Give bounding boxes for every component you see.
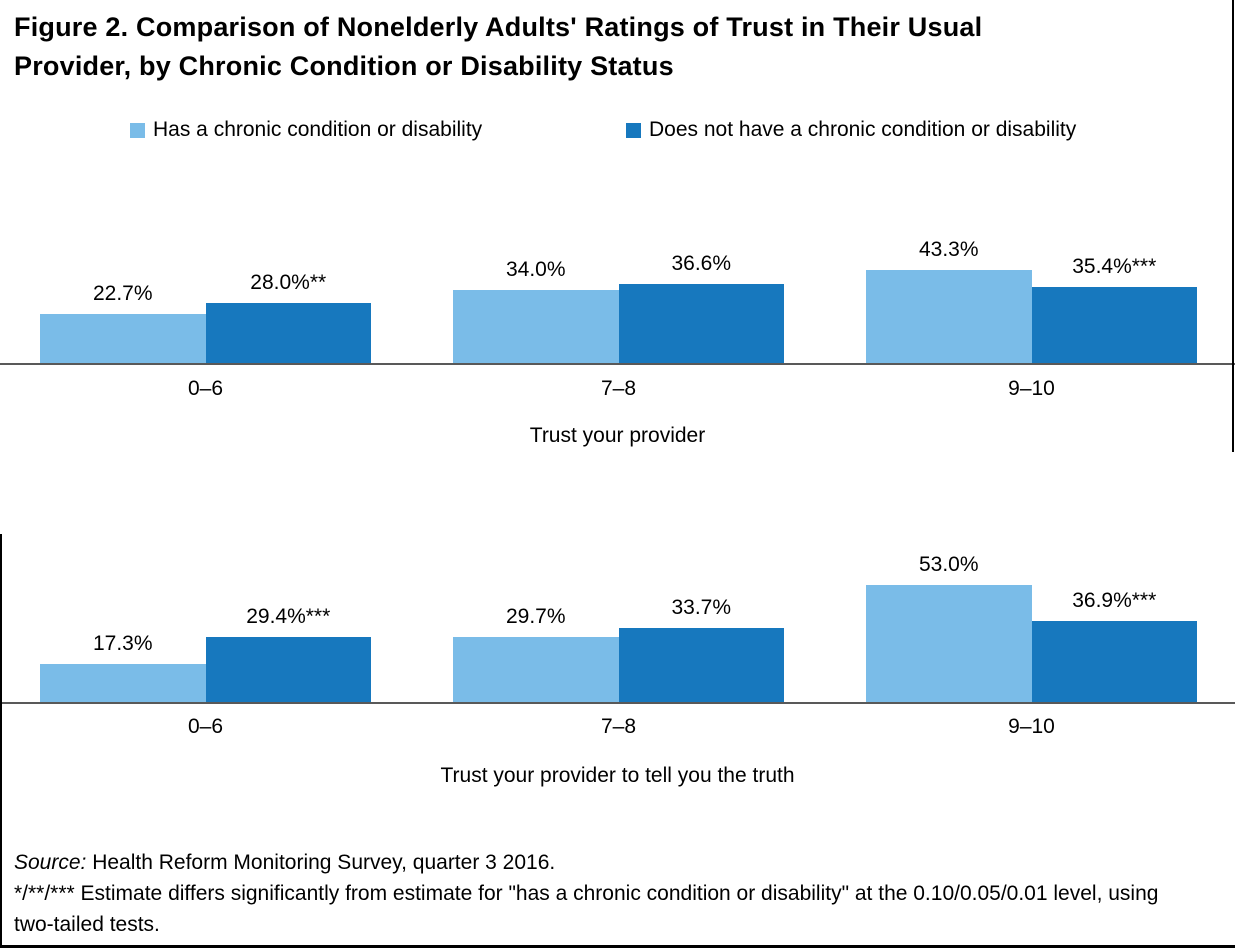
figure-title-line1: Figure 2. Comparison of Nonelderly Adult… (14, 12, 983, 42)
x-tick-label-9–10: 9–10 (1008, 377, 1055, 400)
x-tick-label-0–6: 0–6 (187, 715, 224, 738)
x-tick-label-0–6: 0–6 (187, 377, 224, 400)
data-label-no-chronic-7–8: 36.6% (671, 252, 732, 275)
bar-has-chronic-9–10 (866, 270, 1032, 363)
plot-area-trust-provider: 22.7% 28.0%** 34.0% 36.6% 43.3% 35.4%*** (0, 198, 1235, 365)
data-label-has-chronic-7–8: 29.7% (505, 605, 566, 628)
legend-label: Has a chronic condition or disability (153, 118, 483, 141)
figure-border-bottom (0, 945, 1235, 948)
bar-group-9–10: 43.3% 35.4%*** (866, 238, 1197, 363)
data-label-has-chronic-0–6: 22.7% (92, 282, 153, 305)
legend-item-no-chronic: Does not have a chronic condition or dis… (626, 118, 1076, 142)
plot-area-trust-truth: 17.3% 29.4%*** 29.7% 33.7% 53.0% 36.9%*** (0, 527, 1235, 704)
data-label-no-chronic-0–6: 29.4%*** (246, 605, 331, 628)
data-label-no-chronic-7–8: 33.7% (671, 596, 732, 619)
bar-group-9–10: 53.0% 36.9%*** (866, 553, 1197, 702)
data-label-has-chronic-9–10: 53.0% (918, 553, 979, 576)
figure-border-right (1232, 0, 1234, 452)
data-label-no-chronic-0–6: 28.0%** (250, 271, 327, 294)
bar-wrap: 34.0% (453, 258, 619, 363)
bar-wrap: 29.4%*** (205, 605, 371, 702)
figure-border-left (0, 534, 2, 948)
bar-wrap: 33.7% (618, 596, 784, 702)
bar-no-chronic-0–6 (205, 637, 371, 702)
legend-swatch-dark-blue-icon (626, 122, 641, 138)
bar-wrap: 36.6% (618, 252, 784, 363)
bar-has-chronic-9–10 (866, 585, 1032, 702)
bar-group-0–6: 22.7% 28.0%** (40, 271, 371, 363)
bar-has-chronic-0–6 (40, 314, 206, 363)
legend: Has a chronic condition or disability Do… (0, 118, 1235, 146)
x-axis-title-trust-provider: Trust your provider (529, 424, 706, 447)
bar-has-chronic-7–8 (453, 637, 619, 702)
data-label-no-chronic-9–10: 35.4%*** (1072, 255, 1157, 278)
data-label-has-chronic-0–6: 17.3% (92, 632, 153, 655)
bar-wrap: 36.9%*** (1031, 589, 1197, 702)
legend-label: Does not have a chronic condition or dis… (649, 118, 1077, 141)
bar-no-chronic-9–10 (1031, 621, 1197, 702)
legend-swatch-light-blue-icon (130, 122, 145, 138)
legend-item-has-chronic: Has a chronic condition or disability (130, 118, 482, 142)
x-tick-label-7–8: 7–8 (600, 377, 637, 400)
bar-no-chronic-7–8 (618, 284, 784, 363)
bar-group-0–6: 17.3% 29.4%*** (40, 605, 371, 702)
x-axis-title-trust-truth: Trust your provider to tell you the trut… (440, 764, 795, 787)
x-axis-ticks-trust-provider: 0–6 7–8 9–10 (0, 377, 1235, 405)
bar-no-chronic-7–8 (618, 628, 784, 702)
x-axis-ticks-trust-truth: 0–6 7–8 9–10 (0, 715, 1235, 743)
bar-group-7–8: 34.0% 36.6% (453, 252, 784, 363)
figure-title-line2: Provider, by Chronic Condition or Disabi… (14, 51, 674, 81)
x-tick-label-9–10: 9–10 (1008, 715, 1055, 738)
bar-group-7–8: 29.7% 33.7% (453, 596, 784, 702)
x-tick-label-7–8: 7–8 (600, 715, 637, 738)
bar-has-chronic-0–6 (40, 664, 206, 702)
bar-wrap: 53.0% (866, 553, 1032, 702)
significance-note: */**/*** Estimate differs significantly … (14, 882, 1159, 936)
data-label-no-chronic-9–10: 36.9%*** (1072, 589, 1157, 612)
bar-wrap: 28.0%** (205, 271, 371, 363)
source-label: Source: (14, 851, 87, 874)
data-label-has-chronic-9–10: 43.3% (918, 238, 979, 261)
bar-wrap: 29.7% (453, 605, 619, 702)
bar-wrap: 43.3% (866, 238, 1032, 363)
source-line: Source: Health Reform Monitoring Survey,… (14, 847, 1179, 878)
bar-has-chronic-7–8 (453, 290, 619, 363)
bar-wrap: 35.4%*** (1031, 255, 1197, 363)
bar-no-chronic-0–6 (205, 303, 371, 363)
data-label-has-chronic-7–8: 34.0% (505, 258, 566, 281)
figure-title: Figure 2. Comparison of Nonelderly Adult… (14, 8, 1204, 86)
bar-wrap: 22.7% (40, 282, 206, 363)
bar-wrap: 17.3% (40, 632, 206, 702)
source-text: Health Reform Monitoring Survey, quarter… (86, 851, 556, 874)
footer-notes: Source: Health Reform Monitoring Survey,… (14, 847, 1179, 940)
bar-no-chronic-9–10 (1031, 287, 1197, 363)
